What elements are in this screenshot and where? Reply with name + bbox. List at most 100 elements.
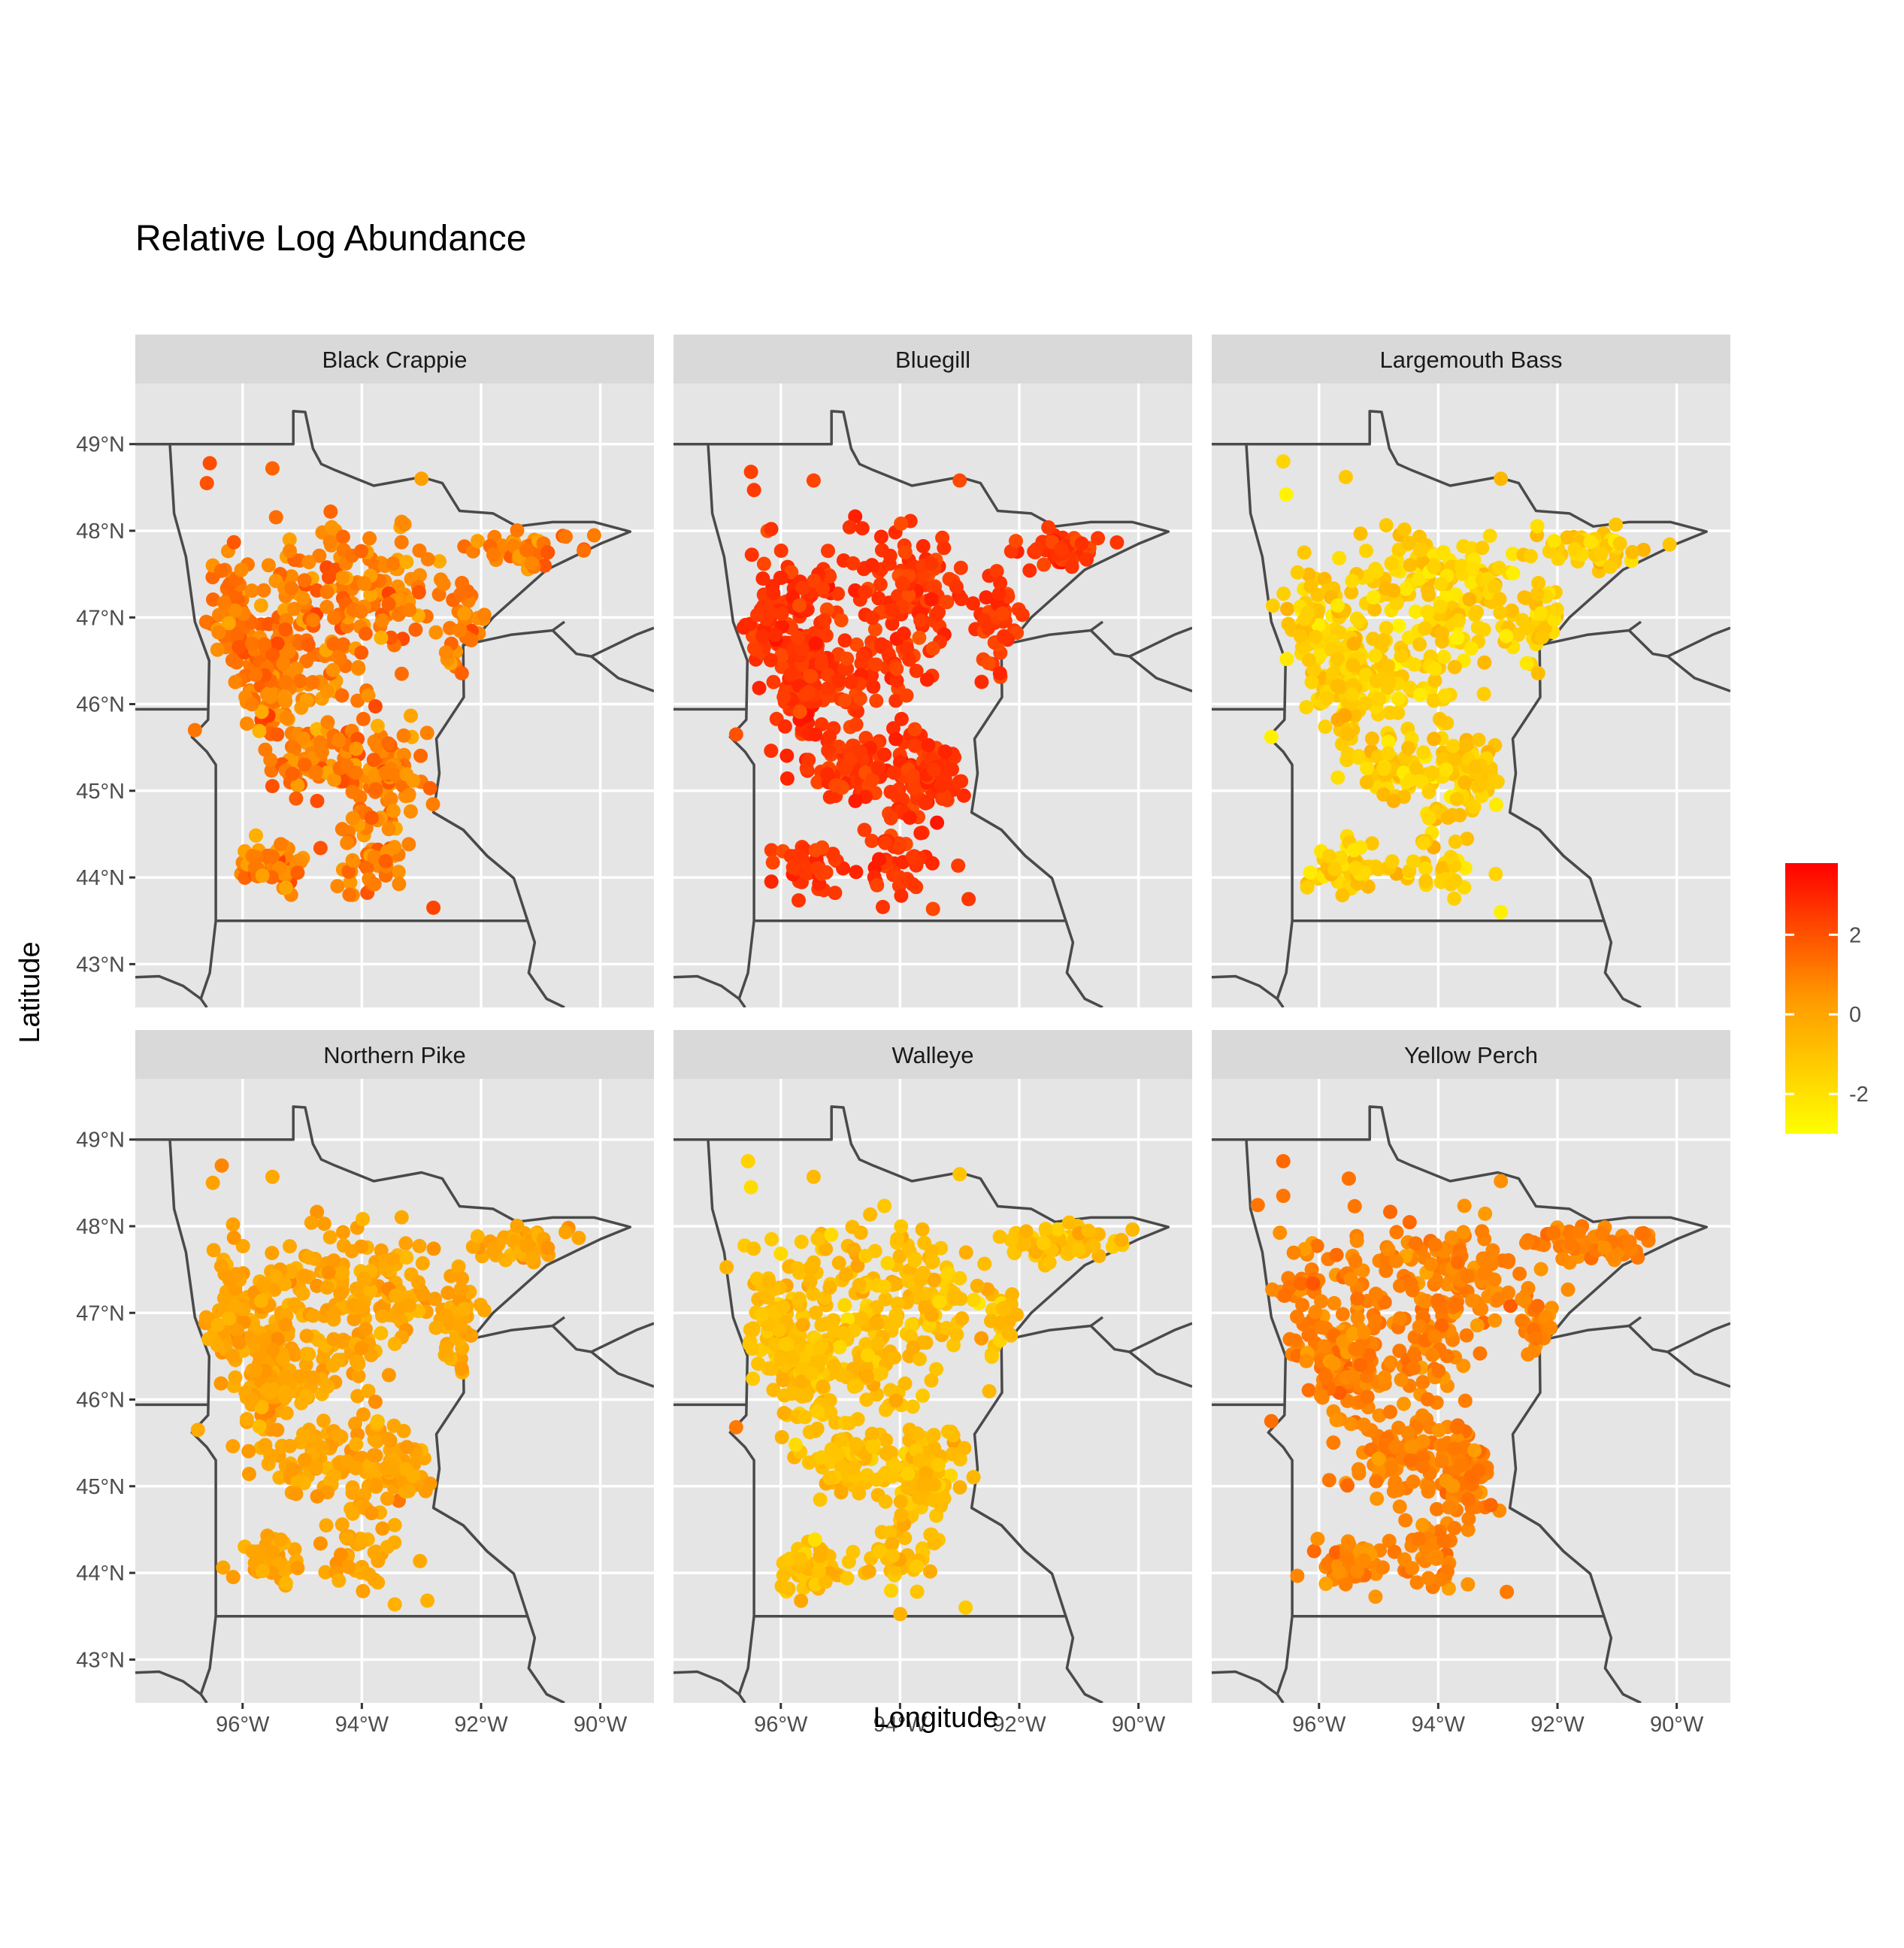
survey-point <box>925 1307 939 1322</box>
survey-point <box>345 853 360 868</box>
survey-point <box>1416 745 1431 760</box>
survey-point <box>228 1370 243 1385</box>
survey-point <box>540 1241 555 1256</box>
survey-point <box>1403 772 1418 787</box>
survey-point <box>896 626 911 641</box>
survey-point <box>1473 1346 1488 1361</box>
survey-point <box>834 1485 849 1500</box>
survey-point <box>1353 1358 1368 1372</box>
survey-point <box>1409 761 1424 776</box>
survey-point <box>1441 1581 1456 1596</box>
facet-strip-label: Yellow Perch <box>1404 1042 1538 1068</box>
survey-point <box>1450 630 1465 645</box>
survey-point <box>245 637 259 652</box>
survey-point <box>316 1216 331 1232</box>
survey-point <box>367 1572 382 1587</box>
survey-point <box>325 662 341 677</box>
survey-point <box>299 1328 314 1344</box>
survey-point <box>1321 849 1336 864</box>
survey-point <box>1386 583 1401 598</box>
survey-point <box>244 697 259 712</box>
survey-point <box>748 642 763 657</box>
survey-point <box>239 716 254 731</box>
survey-point <box>836 1325 851 1341</box>
survey-point <box>1357 1325 1372 1340</box>
survey-point <box>1476 623 1491 637</box>
survey-point <box>831 586 846 601</box>
panel-background <box>674 1079 1192 1703</box>
survey-point <box>284 569 299 584</box>
survey-point <box>884 602 899 617</box>
survey-point <box>1357 1553 1372 1568</box>
survey-point <box>1336 1334 1351 1349</box>
survey-point <box>981 620 996 635</box>
survey-point <box>871 591 886 606</box>
survey-point <box>1603 559 1618 574</box>
survey-point <box>413 1553 428 1568</box>
legend-tick-label: -2 <box>1849 1083 1869 1107</box>
survey-point <box>764 843 779 858</box>
survey-point <box>403 804 418 819</box>
survey-point <box>1338 1577 1353 1592</box>
survey-point <box>1467 799 1482 814</box>
survey-point <box>1533 1262 1548 1277</box>
survey-point <box>1421 784 1436 799</box>
survey-point <box>858 1249 873 1263</box>
survey-point <box>254 704 269 720</box>
state-boundary <box>552 620 566 632</box>
survey-point <box>1454 1457 1469 1472</box>
survey-point <box>1364 836 1379 851</box>
survey-point <box>1464 1470 1479 1484</box>
survey-point <box>905 1399 920 1414</box>
survey-point <box>1318 1577 1333 1592</box>
survey-point <box>1445 1478 1461 1493</box>
survey-point <box>842 520 857 535</box>
survey-point <box>378 1461 393 1476</box>
survey-point <box>374 630 389 645</box>
survey-point <box>1381 746 1396 761</box>
survey-point <box>1446 1441 1461 1456</box>
survey-point <box>981 656 996 671</box>
y-axis-title: Latitude <box>14 941 46 1043</box>
survey-point <box>354 544 368 559</box>
state-boundary <box>1509 811 1591 880</box>
survey-point <box>216 595 232 610</box>
survey-point <box>879 1446 894 1461</box>
survey-point <box>1317 1339 1332 1354</box>
survey-point <box>1439 1349 1454 1364</box>
survey-point <box>415 1256 430 1271</box>
survey-point <box>1444 1230 1459 1245</box>
survey-point <box>1406 1474 1421 1489</box>
survey-point <box>888 1393 904 1408</box>
survey-point <box>370 719 385 733</box>
survey-point <box>301 1347 316 1362</box>
survey-point <box>229 1267 244 1282</box>
survey-point <box>279 1406 294 1421</box>
survey-point <box>795 641 810 656</box>
survey-point <box>1346 658 1361 673</box>
survey-point <box>1432 711 1447 726</box>
survey-point <box>1109 535 1125 550</box>
survey-point <box>392 877 407 892</box>
survey-point <box>284 1265 299 1280</box>
survey-point <box>1427 662 1442 676</box>
survey-point <box>1451 613 1467 628</box>
survey-point <box>941 1265 955 1280</box>
survey-point <box>345 1480 360 1495</box>
survey-point <box>1465 562 1480 577</box>
survey-point <box>1299 700 1314 715</box>
survey-point <box>937 744 952 759</box>
survey-point <box>1372 1463 1387 1478</box>
survey-point <box>776 1299 791 1314</box>
survey-point <box>297 573 312 588</box>
survey-point <box>289 791 304 806</box>
survey-point <box>870 1316 885 1331</box>
survey-point <box>375 613 390 628</box>
survey-point <box>1529 1331 1544 1347</box>
survey-point <box>335 1225 350 1240</box>
state-boundary <box>552 1316 566 1327</box>
survey-point <box>341 1559 356 1574</box>
survey-point <box>1391 705 1406 720</box>
survey-point <box>1478 1206 1493 1221</box>
survey-point <box>285 766 300 781</box>
